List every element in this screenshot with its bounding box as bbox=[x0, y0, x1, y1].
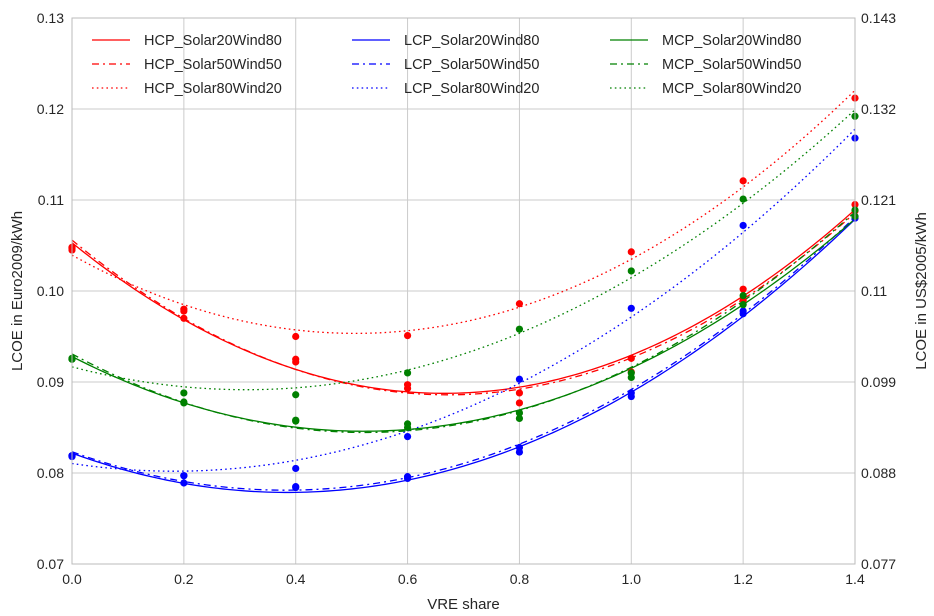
data-point-MCP_Solar80Wind20 bbox=[403, 369, 412, 377]
data-point-HCP_Solar80Wind20 bbox=[180, 305, 188, 313]
data-point-MCP_Solar80Wind20 bbox=[627, 267, 635, 275]
data-point-HCP_Solar50Wind50 bbox=[403, 381, 412, 389]
data-point-HCP_Solar20Wind80 bbox=[627, 354, 635, 362]
series-line-LCP_Solar80Wind20 bbox=[71, 128, 856, 472]
data-point-HCP_Solar50Wind50 bbox=[292, 355, 300, 363]
data-point-MCP_Solar80Wind20 bbox=[515, 325, 524, 333]
data-point-MCP_Solar80Wind20 bbox=[180, 389, 188, 397]
x-tick-label: 1.4 bbox=[845, 571, 865, 587]
data-point-MCP_Solar20Wind80 bbox=[515, 409, 524, 417]
y-right-tick-label: 0.088 bbox=[861, 465, 896, 481]
series-line-HCP_Solar20Wind80 bbox=[71, 209, 856, 394]
data-point-HCP_Solar80Wind20 bbox=[292, 332, 300, 341]
data-point-MCP_Solar50Wind50 bbox=[515, 414, 524, 422]
y-left-tick-label: 0.07 bbox=[37, 556, 64, 572]
legend-label: LCP_Solar50Wind50 bbox=[404, 57, 539, 73]
data-point-MCP_Solar80Wind20 bbox=[292, 391, 300, 399]
y-left-tick-label: 0.13 bbox=[37, 10, 64, 26]
series-line-LCP_Solar20Wind80 bbox=[71, 218, 856, 494]
x-tick-label: 0.0 bbox=[62, 571, 82, 587]
x-tick-label: 0.8 bbox=[510, 571, 530, 587]
series-line-HCP_Solar50Wind50 bbox=[71, 212, 856, 396]
data-point-HCP_Solar20Wind80 bbox=[180, 314, 188, 322]
data-point-HCP_Solar20Wind80 bbox=[515, 389, 524, 397]
legend-label: MCP_Solar80Wind20 bbox=[662, 81, 801, 97]
data-point-HCP_Solar80Wind20 bbox=[403, 331, 412, 340]
legend-label: HCP_Solar80Wind20 bbox=[144, 81, 282, 97]
data-point-LCP_Solar80Wind20 bbox=[627, 304, 635, 312]
y-left-tick-label: 0.09 bbox=[37, 374, 64, 390]
legend: HCP_Solar20Wind80 HCP_Solar50Wind50 HCP_So… bbox=[92, 33, 801, 97]
data-point-MCP_Solar50Wind50 bbox=[627, 373, 635, 382]
y-right-axis-title: LCOE in US$2005/kWh bbox=[913, 212, 930, 370]
legend-label: HCP_Solar20Wind80 bbox=[144, 33, 282, 49]
y-right-tick-label: 0.11 bbox=[861, 283, 887, 299]
data-point-LCP_Solar80Wind20 bbox=[515, 375, 524, 383]
data-point-LCP_Solar50Wind50 bbox=[739, 307, 747, 315]
data-point-LCP_Solar80Wind20 bbox=[403, 433, 412, 441]
data-point-MCP_Solar50Wind50 bbox=[739, 291, 747, 300]
series-line-MCP_Solar50Wind50 bbox=[71, 211, 856, 434]
x-axis-title: VRE share bbox=[427, 596, 500, 613]
data-point-MCP_Solar50Wind50 bbox=[292, 416, 300, 424]
fit-curves bbox=[71, 89, 856, 494]
data-point-LCP_Solar80Wind20 bbox=[292, 464, 300, 473]
data-point-LCP_Solar80Wind20 bbox=[180, 472, 188, 480]
data-point-MCP_Solar20Wind80 bbox=[739, 301, 747, 309]
legend-label: MCP_Solar20Wind80 bbox=[662, 33, 801, 49]
data-point-HCP_Solar80Wind20 bbox=[627, 248, 635, 256]
data-point-LCP_Solar50Wind50 bbox=[515, 443, 524, 452]
legend-label: LCP_Solar80Wind20 bbox=[404, 81, 539, 97]
data-point-LCP_Solar50Wind50 bbox=[627, 389, 635, 397]
x-tick-labels: 0.0 0.2 0.4 0.6 0.8 1.0 1.2 1.4 bbox=[62, 571, 865, 587]
x-tick-label: 1.2 bbox=[733, 571, 753, 587]
plot-frame bbox=[71, 17, 856, 565]
series-line-HCP_Solar80Wind20 bbox=[71, 89, 856, 335]
data-point-MCP_Solar50Wind50 bbox=[403, 420, 412, 428]
y-right-tick-label: 0.132 bbox=[861, 101, 896, 117]
data-point-LCP_Solar50Wind50 bbox=[403, 474, 412, 483]
y-left-tick-label: 0.10 bbox=[37, 283, 64, 299]
y-right-tick-label: 0.099 bbox=[861, 374, 896, 390]
data-point-HCP_Solar50Wind50 bbox=[515, 399, 524, 407]
data-point-LCP_Solar20Wind80 bbox=[180, 479, 188, 487]
y-left-tick-label: 0.12 bbox=[37, 101, 64, 117]
legend-label: HCP_Solar50Wind50 bbox=[144, 57, 282, 73]
y-right-tick-label: 0.143 bbox=[861, 10, 896, 26]
y-left-tick-label: 0.11 bbox=[38, 192, 64, 208]
x-tick-label: 0.6 bbox=[398, 571, 418, 587]
legend-label: LCP_Solar20Wind80 bbox=[404, 33, 539, 49]
x-tick-label: 1.0 bbox=[622, 571, 642, 587]
data-point-LCP_Solar80Wind20 bbox=[739, 221, 747, 230]
y-right-tick-label: 0.121 bbox=[861, 192, 896, 208]
y-right-tick-labels: 0.077 0.088 0.099 0.11 0.121 0.132 0.143 bbox=[861, 10, 896, 572]
data-point-HCP_Solar80Wind20 bbox=[739, 177, 747, 185]
y-left-tick-label: 0.08 bbox=[37, 465, 64, 481]
data-point-HCP_Solar50Wind50 bbox=[739, 285, 747, 293]
y-left-axis-title: LCOE in Euro2009/kWh bbox=[9, 211, 26, 371]
data-point-MCP_Solar80Wind20 bbox=[739, 195, 747, 203]
data-point-HCP_Solar80Wind20 bbox=[515, 300, 524, 308]
x-tick-label: 0.2 bbox=[174, 571, 194, 587]
legend-label: MCP_Solar50Wind50 bbox=[662, 57, 801, 73]
data-point-LCP_Solar50Wind50 bbox=[292, 483, 300, 491]
x-tick-label: 0.4 bbox=[286, 571, 306, 587]
data-point-MCP_Solar50Wind50 bbox=[180, 398, 188, 406]
y-right-tick-label: 0.077 bbox=[861, 556, 896, 572]
y-left-tick-labels: 0.07 0.08 0.09 0.10 0.11 0.12 0.13 bbox=[37, 10, 64, 572]
